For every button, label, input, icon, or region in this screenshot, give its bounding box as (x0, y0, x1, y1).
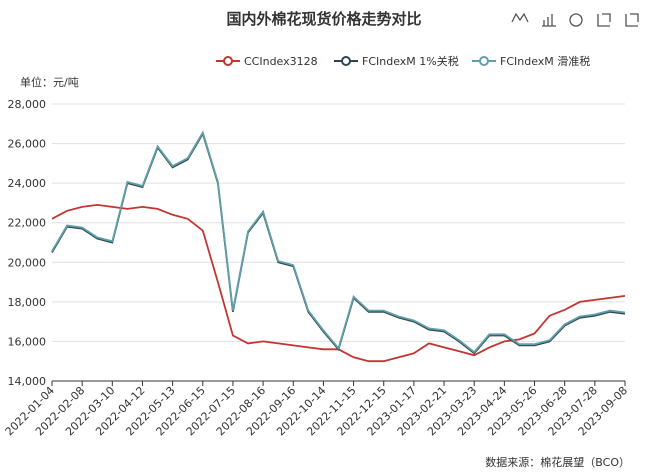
y-tick-label: 28,000 (8, 98, 47, 111)
series-line (51, 131, 626, 355)
bar-icon[interactable] (542, 14, 556, 27)
y-tick-label: 26,000 (8, 138, 47, 151)
y-tick-label: 18,000 (8, 296, 47, 309)
toolbox[interactable] (511, 12, 639, 27)
legend-swatch (341, 56, 351, 66)
y-tick-label: 22,000 (8, 217, 47, 230)
y-tick-label: 20,000 (8, 256, 47, 269)
zoom-back-icon[interactable] (625, 13, 639, 27)
legend-label: FCIndexM 滑准税 (500, 54, 590, 68)
legend-swatch (223, 56, 233, 66)
legend-swatch (479, 56, 489, 66)
restore-icon[interactable] (569, 13, 583, 27)
y-tick-label: 24,000 (8, 177, 47, 190)
y-tick-label: 14,000 (8, 375, 47, 388)
legend-label: CCIndex3128 (244, 55, 318, 68)
series-line (51, 130, 626, 354)
zoom-icon[interactable] (597, 13, 611, 27)
y-unit-label: 单位：元/吨 (20, 75, 79, 89)
line-icon[interactable] (511, 12, 529, 23)
series-line (51, 203, 626, 363)
legend-label: FCIndexM 1%关税 (362, 54, 459, 68)
y-tick-label: 16,000 (8, 335, 47, 348)
chart-title: 国内外棉花现货价格走势对比 (226, 10, 421, 28)
source-note: 数据来源：棉花展望（BCO） (485, 455, 630, 469)
